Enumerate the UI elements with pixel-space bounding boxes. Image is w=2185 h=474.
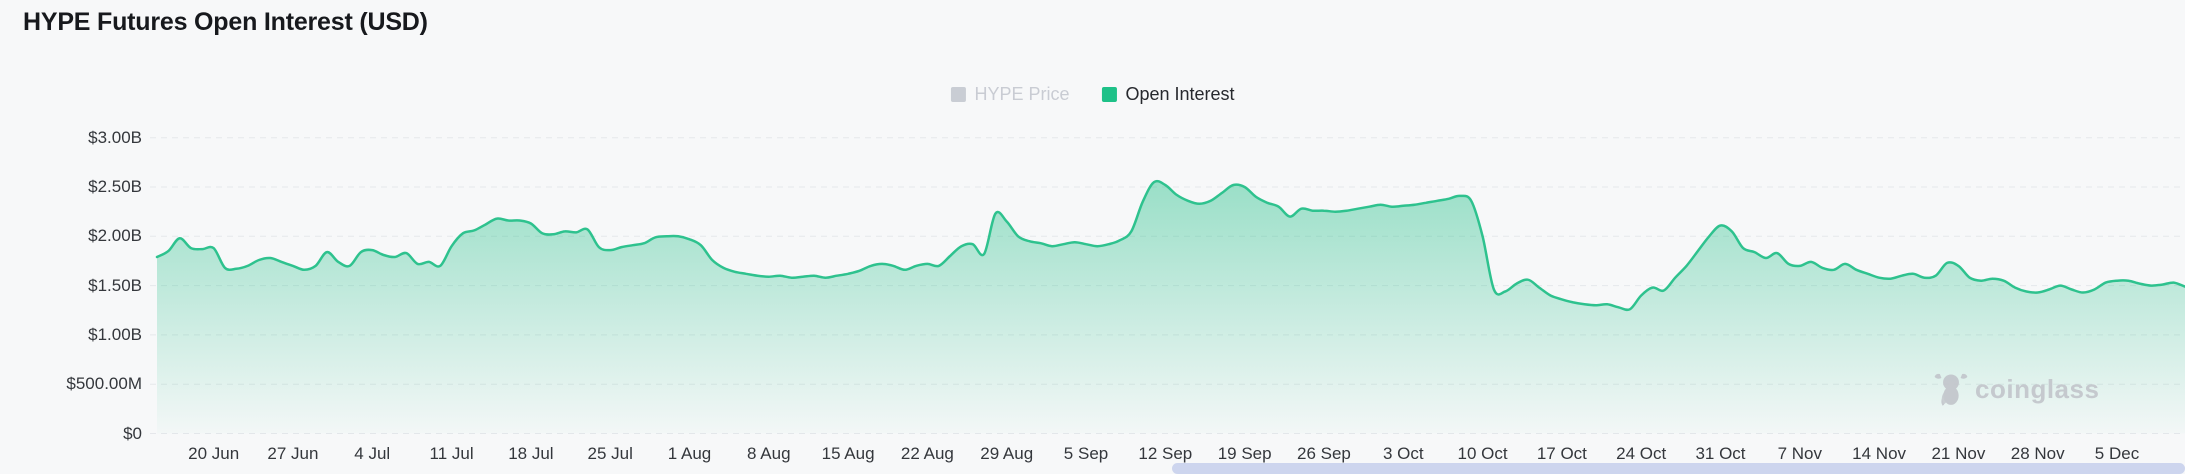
legend-item-open-interest[interactable]: Open Interest <box>1101 84 1235 105</box>
x-axis-label: 5 Sep <box>1063 444 1109 463</box>
x-axis-label: 21 Nov <box>1931 444 1986 463</box>
x-axis-label: 29 Aug <box>980 444 1034 463</box>
legend-swatch <box>1101 87 1117 102</box>
y-axis-label: $2.00B <box>88 226 142 246</box>
y-axis-label: $500.00M <box>66 374 142 394</box>
x-axis-label: 3 Oct <box>1382 444 1424 463</box>
x-axis-label: 28 Nov <box>2010 444 2065 463</box>
x-axis-label: 15 Aug <box>821 444 875 463</box>
y-axis-label: $1.50B <box>88 275 142 295</box>
x-axis-label: 31 Oct <box>1695 444 1746 463</box>
x-axis-label: 7 Nov <box>1777 444 1822 463</box>
open-interest-line <box>155 179 2185 312</box>
x-axis-label: 19 Sep <box>1217 444 1272 463</box>
x-axis-label: 14 Nov <box>1852 444 1907 463</box>
y-axis-label: $2.50B <box>88 177 142 196</box>
x-axis-label: 25 Jul <box>587 444 633 463</box>
x-axis-label: 22 Aug <box>900 444 954 463</box>
x-axis-label: 24 Oct <box>1616 444 1667 463</box>
x-axis-label: 4 Jul <box>354 444 391 463</box>
legend-swatch <box>950 87 966 102</box>
open-interest-area-fill <box>157 181 2185 434</box>
x-axis-label: 26 Sep <box>1296 444 1351 463</box>
x-axis-label: 20 Jun <box>188 444 240 463</box>
horizontal-scrollbar-thumb[interactable] <box>1172 463 2185 474</box>
x-axis-label: 10 Oct <box>1457 444 1508 463</box>
x-axis-label: 17 Oct <box>1536 444 1587 463</box>
legend-item-hype-price[interactable]: HYPE Price <box>950 84 1069 105</box>
x-axis-label: 8 Aug <box>747 444 791 463</box>
x-axis-label: 18 Jul <box>508 444 554 463</box>
x-axis-label: 1 Aug <box>667 444 712 463</box>
x-axis-label: 11 Jul <box>429 444 474 463</box>
y-axis-label: $1.00B <box>88 324 142 344</box>
legend-label: Open Interest <box>1125 84 1235 104</box>
y-axis-label: $0 <box>123 423 142 443</box>
x-axis-label: 12 Sep <box>1138 444 1193 463</box>
legend: HYPE Price Open Interest <box>950 84 1235 105</box>
y-axis-label: $3.00B <box>88 127 142 147</box>
legend-label: HYPE Price <box>974 84 1070 104</box>
x-axis-label: 27 Jun <box>267 444 319 463</box>
x-axis-label: 5 Dec <box>2094 444 2140 463</box>
chart-title: HYPE Futures Open Interest (USD) <box>23 8 428 36</box>
